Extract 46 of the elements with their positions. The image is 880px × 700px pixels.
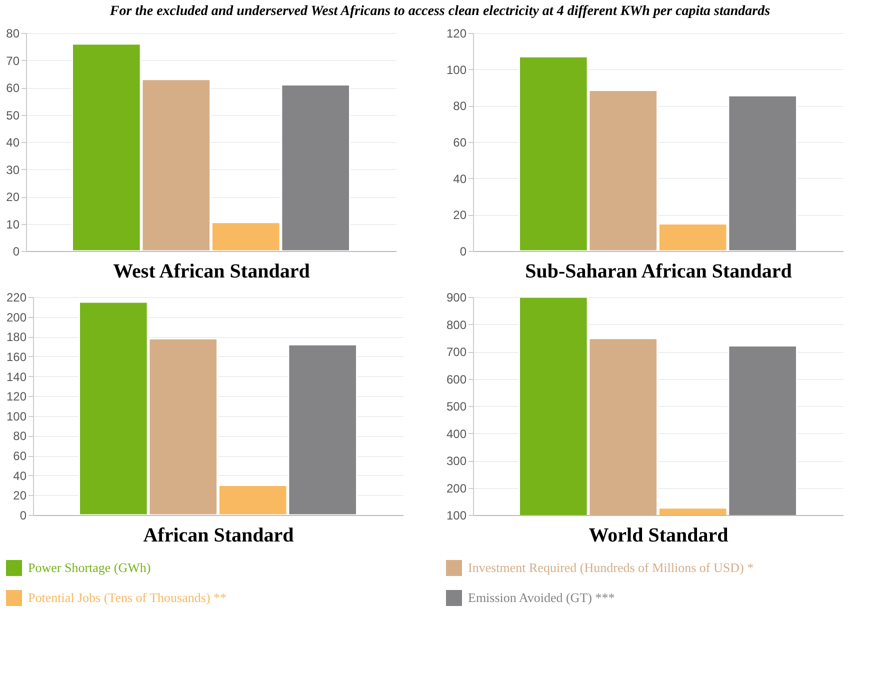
- y-tick-label: 220: [6, 290, 27, 304]
- x-axis-title: World Standard: [588, 524, 728, 546]
- y-tick-label: 60: [453, 136, 467, 150]
- y-tick-label: 60: [13, 449, 27, 464]
- legend-label: Power Shortage (GWh): [28, 560, 151, 576]
- y-tick-label: 120: [6, 390, 27, 404]
- legend-label: Investment Required (Hundreds of Millions of USD) *: [468, 560, 754, 576]
- y-tick-label: 60: [6, 81, 20, 95]
- y-tick-label: 900: [446, 290, 467, 304]
- y-tick-label: 40: [13, 468, 27, 483]
- y-tick-label: 120: [446, 26, 467, 40]
- y-tick-label: 20: [453, 208, 467, 222]
- y-tick-label: 0: [460, 244, 467, 258]
- y-tick-label: 300: [446, 454, 467, 468]
- y-tick-label: 200: [446, 481, 467, 496]
- legend-label: Emission Avoided (GT) ***: [468, 590, 615, 606]
- y-tick-label: 70: [6, 54, 20, 68]
- y-tick-label: 40: [6, 136, 20, 150]
- y-tick-label: 0: [20, 508, 27, 522]
- y-tick-label: 0: [12, 244, 20, 258]
- y-tick-label: 600: [446, 372, 467, 386]
- y-tick-label: 180: [6, 330, 27, 344]
- y-tick-label: 20: [6, 190, 20, 204]
- y-tick-label: 500: [446, 400, 467, 414]
- y-tick-label: 140: [6, 370, 27, 384]
- y-tick-label: 400: [446, 426, 467, 441]
- text: For the excluded and underserved West Africans to access clean electricity at 4 different KWh per capita standards: [108, 3, 772, 21]
- y-tick-label: 30: [6, 162, 20, 177]
- x-axis-title: West African Standard: [113, 260, 310, 282]
- y-tick-label: 800: [446, 318, 467, 332]
- y-tick-label: 40: [453, 172, 467, 186]
- y-tick-label: 50: [6, 108, 20, 122]
- y-tick-label: 100: [446, 508, 467, 522]
- y-tick-label: 100: [446, 62, 467, 77]
- x-axis-title: African Standard: [143, 524, 294, 546]
- y-tick-label: 100: [6, 409, 27, 424]
- y-tick-label: 80: [6, 26, 20, 40]
- y-tick-label: 80: [13, 429, 27, 444]
- y-tick-label: 20: [13, 488, 27, 503]
- x-axis-title: Sub-Saharan African Standard: [525, 260, 792, 282]
- y-tick-label: 700: [446, 345, 467, 359]
- y-tick-label: 160: [6, 350, 27, 364]
- y-tick-label: 10: [6, 217, 20, 232]
- legend-label: Potential Jobs (Tens of Thousands) **: [28, 590, 227, 606]
- y-tick-label: 80: [453, 99, 467, 114]
- y-tick-label: 200: [6, 310, 27, 324]
